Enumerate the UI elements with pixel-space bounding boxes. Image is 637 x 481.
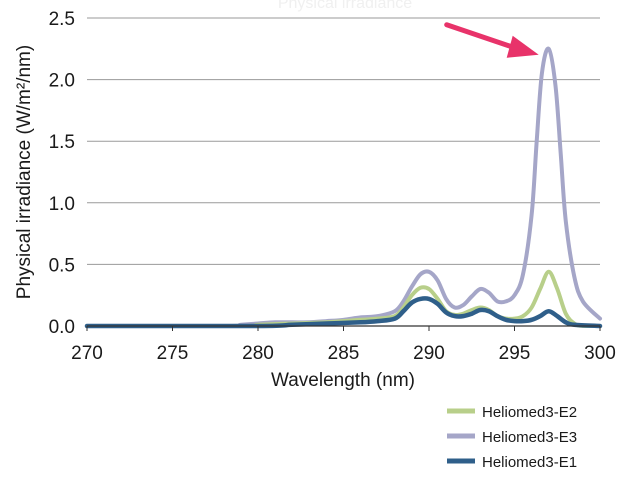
legend-label: Heliomed3-E3 [482, 429, 577, 446]
x-tick-label: 285 [328, 343, 360, 364]
y-tick-label: 0.0 [49, 317, 75, 338]
x-tick-label: 280 [242, 343, 274, 364]
chart-title: Physical irradiance [278, 0, 412, 12]
y-tick-label: 1.0 [49, 194, 75, 215]
x-tick-label: 275 [157, 343, 189, 364]
x-tick-labels: 270 275 280 285 290 295 300 [71, 326, 616, 364]
x-tick-label: 300 [584, 343, 616, 364]
series-line-heliomed3-e3 [85, 46, 602, 329]
annotations [444, 22, 539, 58]
series-line-heliomed3-e1 [84, 296, 603, 329]
legend-label: Heliomed3-E1 [482, 454, 577, 471]
y-axis-title: Physical irradiance (W/m²/nm) [14, 45, 35, 299]
x-axis-title: Wavelength (nm) [271, 370, 415, 391]
x-tick-label: 295 [499, 343, 531, 364]
arrow-head [506, 35, 539, 58]
y-tick-label: 2.0 [49, 71, 75, 92]
y-tick-labels: 0.0 0.5 1.0 1.5 2.0 2.5 [49, 9, 75, 338]
grid [87, 17, 600, 265]
y-tick-label: 1.5 [49, 132, 75, 153]
legend: Heliomed3-E2 Heliomed3-E3 Heliomed3-E1 [447, 404, 577, 471]
x-tick-label: 270 [71, 343, 103, 364]
arrow-shaft [444, 22, 524, 53]
legend-item: Heliomed3-E2 [447, 404, 577, 421]
legend-item: Heliomed3-E1 [447, 454, 577, 471]
y-tick-label: 2.5 [49, 9, 75, 30]
x-tick-label: 290 [413, 343, 445, 364]
legend-label: Heliomed3-E2 [482, 404, 577, 421]
y-tick-label: 0.5 [49, 255, 75, 276]
series-lines [84, 46, 603, 329]
legend-item: Heliomed3-E3 [447, 429, 577, 446]
arrow-annotation [444, 22, 539, 58]
